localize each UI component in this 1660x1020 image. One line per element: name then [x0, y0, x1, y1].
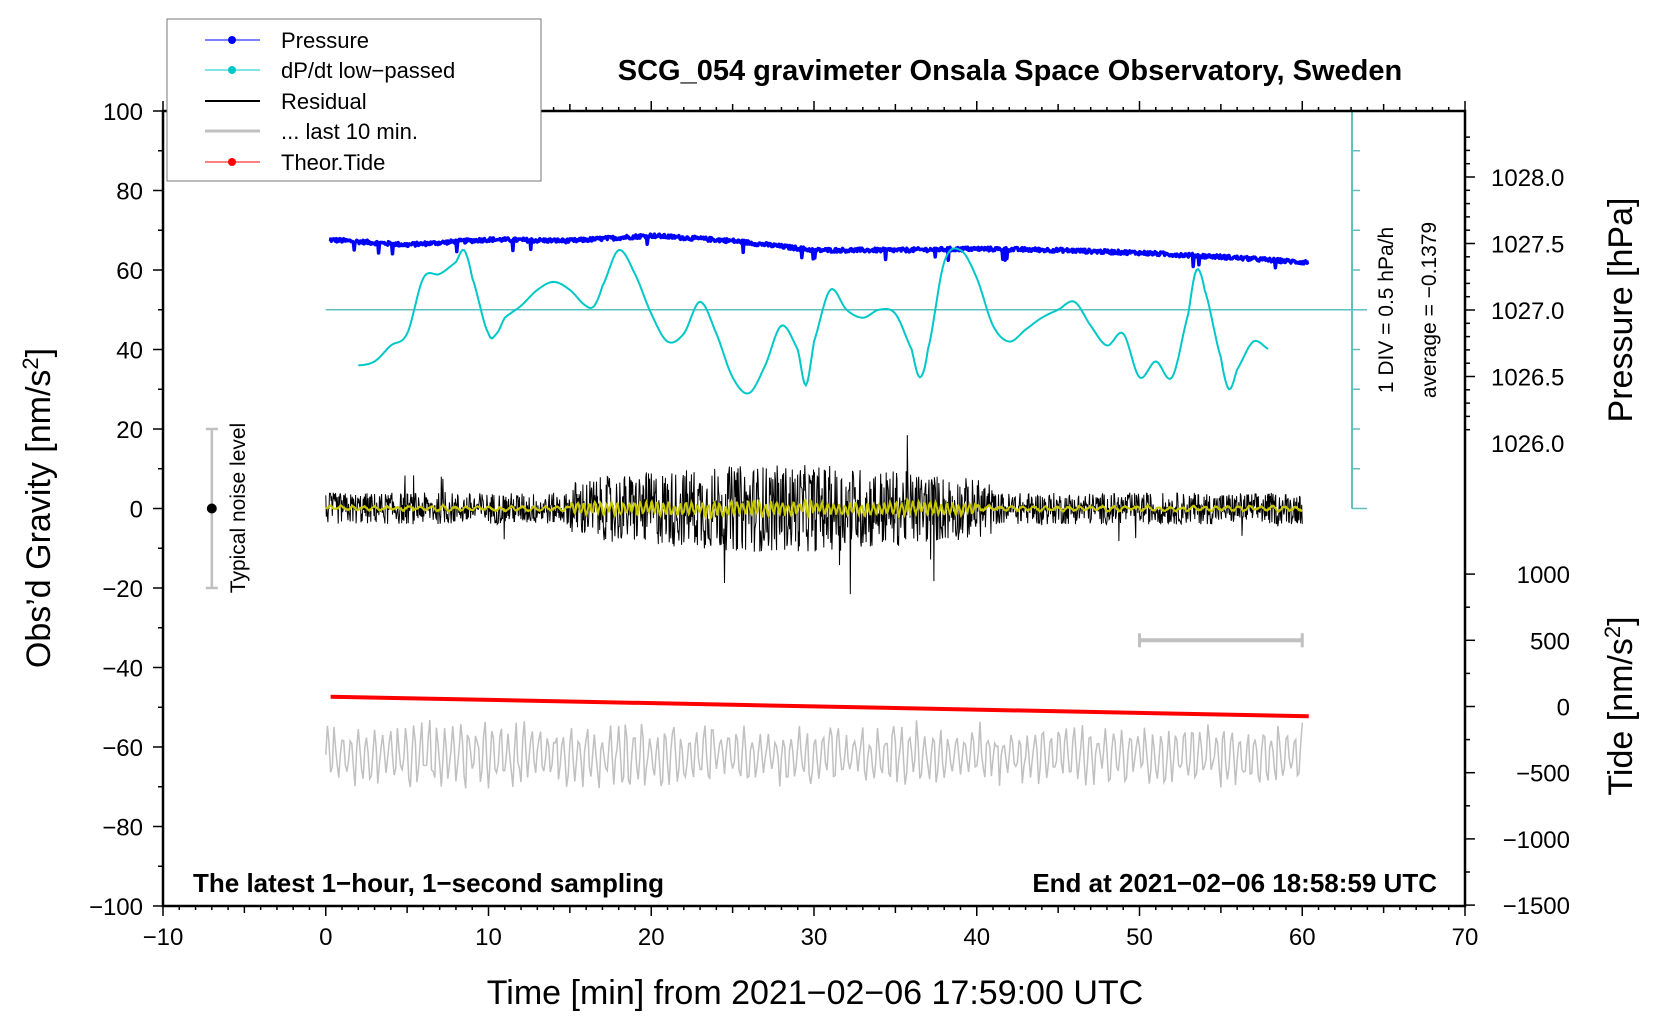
tide-tick-label: −1000 [1503, 827, 1570, 854]
last10-series-line [325, 720, 1304, 789]
y-tick-label: −20 [102, 576, 143, 603]
y-tick-label: 40 [116, 338, 143, 365]
annotation-bottom-left: The latest 1−hour, 1−second sampling [193, 868, 664, 898]
tide-tick-label: −1500 [1503, 893, 1570, 920]
legend-item-pressure: Pressure [205, 28, 369, 53]
x-tick-label: 70 [1452, 924, 1479, 951]
legend-item-tide: Theor.Tide [205, 150, 385, 175]
residual-smoothed-line [325, 497, 1303, 522]
pressure-tick-label: 1027.0 [1491, 298, 1564, 325]
annotation-bottom-right: End at 2021−02−06 18:58:59 UTC [1032, 868, 1437, 898]
legend-label: dP/dt low−passed [281, 58, 455, 83]
y-tick-label: −80 [102, 815, 143, 842]
pressure-tick-label: 1027.5 [1491, 232, 1564, 259]
x-tick-label: 50 [1126, 924, 1153, 951]
legend-label: ... last 10 min. [281, 119, 418, 144]
y-axis-label-pressure: Pressure [hPa] [1602, 198, 1640, 423]
y-tick-label: −100 [89, 894, 143, 921]
x-tick-label: −10 [143, 924, 184, 951]
x-tick-label: 10 [475, 924, 502, 951]
legend-item-dpdt: dP/dt low−passed [205, 58, 455, 83]
y-axis-label-left: Obs’d Gravity [nm/s2] [18, 348, 58, 668]
x-axis-label: Time [min] from 2021−02−06 17:59:00 UTC [487, 974, 1143, 1012]
pressure-series-line [328, 232, 1310, 270]
x-tick-label: 60 [1289, 924, 1316, 951]
pressure-tick-label: 1028.0 [1491, 165, 1564, 192]
x-tick-label: 0 [319, 924, 332, 951]
legend-label: Theor.Tide [281, 150, 385, 175]
chart-title: SCG_054 gravimeter Onsala Space Observat… [618, 55, 1402, 87]
y-axis-label-tide: Tide [nm/s2] [1600, 616, 1640, 795]
tide-tick-label: 500 [1530, 628, 1570, 655]
x-tick-label: 40 [963, 924, 990, 951]
legend-item-residual: Residual [205, 89, 367, 114]
data-layer [205, 110, 1367, 789]
average-label: average = −0.1379 [1418, 222, 1441, 398]
y-tick-label: 80 [116, 179, 143, 206]
y-tick-label: 0 [130, 497, 143, 524]
pressure-tick-label: 1026.5 [1491, 365, 1564, 392]
tide-tick-label: −500 [1516, 761, 1570, 788]
tide-tick-label: 0 [1557, 695, 1570, 722]
y-tick-label: −40 [102, 656, 143, 683]
legend-label: Residual [281, 89, 367, 114]
residual-series-line [325, 435, 1303, 595]
noise-level-label: Typical noise level [227, 423, 250, 593]
dpdt-series-line [358, 247, 1269, 395]
y-tick-label: −60 [102, 735, 143, 762]
y-tick-label: 20 [116, 417, 143, 444]
tide-series-line [330, 694, 1309, 719]
scale-div-label: 1 DIV = 0.5 hPa/h [1375, 227, 1398, 393]
noise-level-dot [206, 503, 217, 514]
x-tick-label: 30 [801, 924, 828, 951]
y-tick-label: 60 [116, 258, 143, 285]
y-tick-label: 100 [103, 99, 143, 126]
x-tick-label: 20 [638, 924, 665, 951]
tide-tick-label: 1000 [1517, 562, 1570, 589]
pressure-tick-label: 1026.0 [1491, 431, 1564, 458]
legend-label: Pressure [281, 28, 369, 53]
axes-layer: −10 0 10 20 30 40 50 60 70100806040200−20−40−60−… [89, 99, 1570, 951]
legend-item-last10: ... last 10 min. [205, 119, 418, 144]
legend: Pressure dP/dt low−passed Residual ... l… [166, 18, 542, 182]
